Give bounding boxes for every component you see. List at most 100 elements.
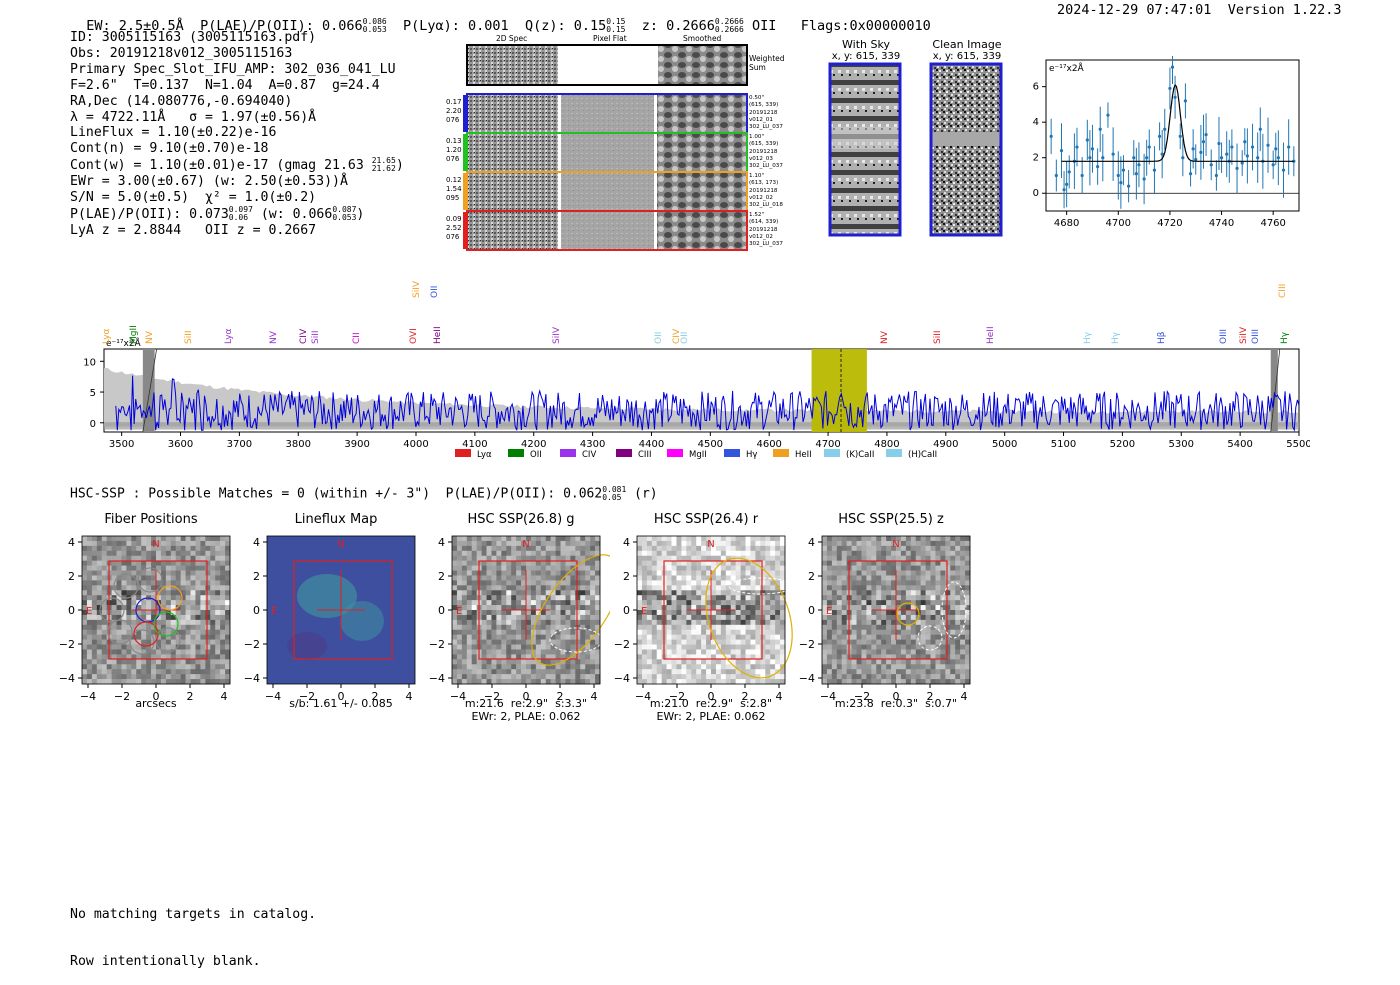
hsc-pixel [180,679,186,685]
hsc-pixel [225,679,231,685]
hsc-pixel [881,624,887,631]
hsc-pixel [836,540,843,547]
hsc-pixel [220,580,226,586]
hsc-pixel [136,610,142,616]
hsc-pixel [822,644,828,650]
hsc-pixel [471,575,477,581]
hsc-pixel [671,570,677,576]
hsc-pixel [501,595,507,601]
hsc-pixel [905,540,912,547]
hsc-pixel [646,540,653,547]
hsc-pixel [760,605,766,611]
hsc-pixel [200,565,206,571]
hsc-pixel [516,639,522,645]
hsc-pixel [526,639,532,645]
hsc-pixel [770,610,776,616]
hsc-pixel [770,536,776,542]
hsc-pixel [456,649,463,655]
hsc-pixel [116,634,122,640]
hsc-pixel [185,664,191,670]
hsc-pixel [965,679,971,685]
cutout-row-marker [463,173,466,210]
hsc-pixel [486,644,492,650]
hsc-pixel [861,585,867,591]
hsc-pixel [765,595,771,601]
hsc-pixel [560,565,566,571]
hsc-pixel [905,550,912,557]
hsc-pixel [486,575,492,581]
legend-swatch [667,449,683,457]
hsc-pixel [141,664,147,670]
hsc-pixel [540,664,547,670]
hsc-pixel [940,629,946,635]
hsc-pixel [205,560,211,566]
hsc-pixel [775,654,781,660]
hsc-pixel [521,654,527,660]
clean-image [929,62,1003,237]
hsc-pixel [575,639,581,645]
hsc-pixel [195,624,201,631]
info-lineflux: LineFlux = 1.10(±0.22)e-16 [70,125,277,141]
hsc-pixel [501,575,507,581]
hsc-pixel [116,664,122,670]
hsc-frame [821,535,971,685]
hsc-pixel [101,649,107,655]
hsc-pixel [486,560,492,566]
hsc-pixel [452,639,458,645]
hsc-pixel [960,664,966,670]
cutout-right-value: 302_LU_037 [749,241,783,248]
spectral-line-label: HeII [433,326,443,344]
hsc-pixel [96,664,103,670]
hsc-pixel [146,590,152,596]
hsc-pixel [131,570,137,576]
hsc-pixel [225,540,231,547]
hsc-pixel [545,619,551,626]
hsc-pixel [745,536,751,542]
hsc-pixel [486,585,492,591]
hsc-pixel [955,634,961,640]
hsc-pixel [915,669,921,675]
header-version: Version 1.22.3 [1227,2,1342,18]
hsc-pixel [846,664,852,670]
hsc-pixel [170,580,177,586]
hsc-pixel [491,664,497,670]
hsc-pixel [511,605,517,611]
hsc-pixel [540,679,547,685]
hsc-pixel [151,550,157,557]
hsc-pixel [656,674,662,680]
hsc-pixel [210,644,216,650]
hsc-pixel [905,669,912,675]
hsc-pixel [780,595,786,601]
hsc-pixel [535,664,542,670]
hsc-pixel [706,540,712,547]
hsc-pixel [836,624,843,631]
hsc-pixel [185,590,191,596]
hsc-pixel [720,674,727,680]
hsc-pixel [165,664,172,670]
hsc-pixel [215,555,221,561]
hsc-pixel [471,585,477,591]
hsc-pixel [822,624,828,631]
hsc-pixel [896,679,902,685]
hsc-pixel [935,536,941,542]
hsc-pixel [101,550,107,557]
hsc-pixel [730,560,736,566]
hsc-pixel [651,629,658,635]
hsc-pixel [671,605,677,611]
hsc-pixel [521,550,527,557]
hsc-pixel [471,580,477,586]
hsc-pixel [851,600,857,606]
hsc-pixel [590,595,596,601]
hsc-pixel [656,664,662,670]
hsc-pixel [96,610,103,616]
zoom-data-point [1225,152,1229,156]
hsc-pixel [580,560,586,566]
hsc-pixel [915,619,921,626]
hsc-pixel [511,649,517,655]
hsc-pixel [210,595,216,601]
hsc-pixel [101,679,107,685]
hsc-pixel [151,560,157,566]
cutout-smoothed [657,134,746,171]
hsc-pixel [711,600,717,606]
